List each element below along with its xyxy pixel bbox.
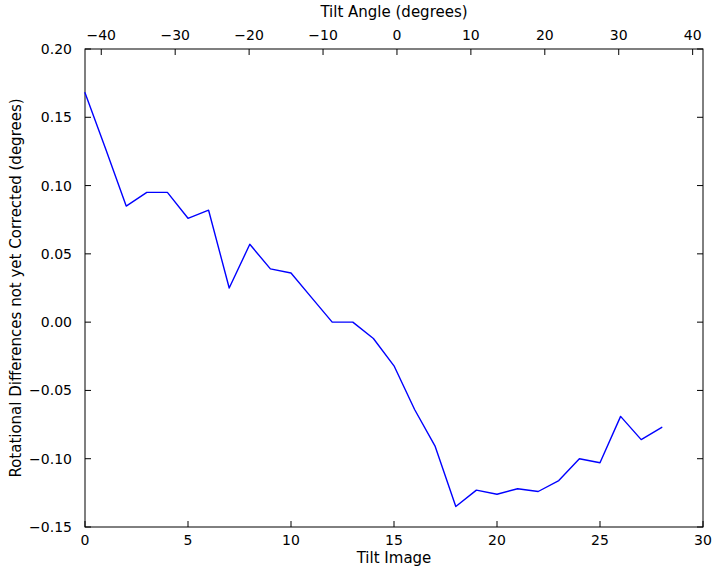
y-tick-label: 0.00	[41, 314, 72, 330]
x-tick-label: 10	[282, 532, 300, 548]
data-line	[85, 93, 662, 507]
x-tick-label: 15	[385, 532, 403, 548]
y-tick-label: −0.15	[29, 519, 72, 535]
top-tick-label: 30	[610, 27, 628, 43]
chart-svg: 0 5 10 15 20 25 30 −40 −30 −20 −10 0 10 20 30 40 0.20 0.1…	[0, 0, 725, 579]
x-tick-label: 25	[591, 532, 609, 548]
top-tick-label: −40	[86, 27, 116, 43]
top-tick-label: −30	[160, 27, 190, 43]
x-tick-label: 20	[488, 532, 506, 548]
y-tick-label: 0.15	[41, 109, 72, 125]
top-tick-label: 10	[462, 27, 480, 43]
top-tick-label: 0	[392, 27, 401, 43]
y-tick-label: 0.05	[41, 246, 72, 262]
x-tick-label: 30	[694, 532, 712, 548]
x-tick-label: 5	[184, 532, 193, 548]
plot-border	[85, 49, 703, 527]
y-tick-label: 0.20	[41, 41, 72, 57]
top-tick-label: −20	[234, 27, 264, 43]
x-tick-label: 0	[81, 532, 90, 548]
top-tick-label: −10	[308, 27, 338, 43]
y-tick-label: −0.05	[29, 382, 72, 398]
y-tick-label: −0.10	[29, 451, 72, 467]
top-tick-label: 40	[684, 27, 702, 43]
y-tick-label: 0.10	[41, 178, 72, 194]
figure: Tilt Angle (degrees) Rotational Differen…	[0, 0, 725, 579]
top-tick-label: 20	[536, 27, 554, 43]
